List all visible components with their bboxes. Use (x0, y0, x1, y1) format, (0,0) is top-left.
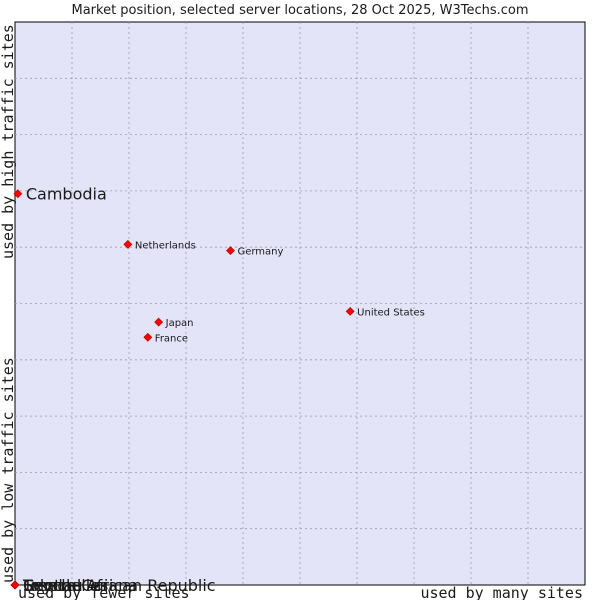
x-axis-label-high: used by many sites (420, 584, 583, 600)
point-marker (13, 189, 23, 199)
point-marker (226, 246, 235, 256)
data-point: France (143, 332, 188, 344)
grid-lines (15, 22, 585, 585)
point-label: Cambodia (26, 185, 107, 204)
point-label: Seychelles (23, 576, 108, 595)
data-points: Cambodia Netherlands Germany United States J… (10, 185, 425, 595)
point-marker (345, 306, 355, 316)
point-marker (123, 239, 133, 249)
point-label: France (155, 333, 188, 344)
point-label: United States (357, 307, 425, 318)
point-label: Netherlands (135, 240, 196, 251)
data-point: Cambodia (13, 185, 107, 204)
data-point: Germany (226, 246, 284, 258)
data-point: French Guiana (10, 576, 138, 595)
point-label: Japan (165, 318, 194, 329)
x-axis-label-low: used by fewer sites (18, 584, 190, 600)
data-point: United States (345, 306, 425, 318)
y-axis-label-low: used by low traffic sites (0, 357, 17, 583)
data-point: Japan (154, 317, 194, 329)
y-axis-label-high: used by high traffic sites (0, 24, 17, 259)
point-marker (143, 332, 153, 342)
point-label: Central African Republic (23, 576, 216, 595)
point-label: French Guiana (23, 576, 138, 595)
data-point: Netherlands (123, 239, 196, 251)
chart-title: Market position, selected server locatio… (71, 3, 528, 18)
point-label: Germany (237, 247, 283, 258)
point-marker (154, 317, 164, 327)
point-label: Tokelau (22, 576, 83, 595)
point-marker (10, 580, 20, 590)
